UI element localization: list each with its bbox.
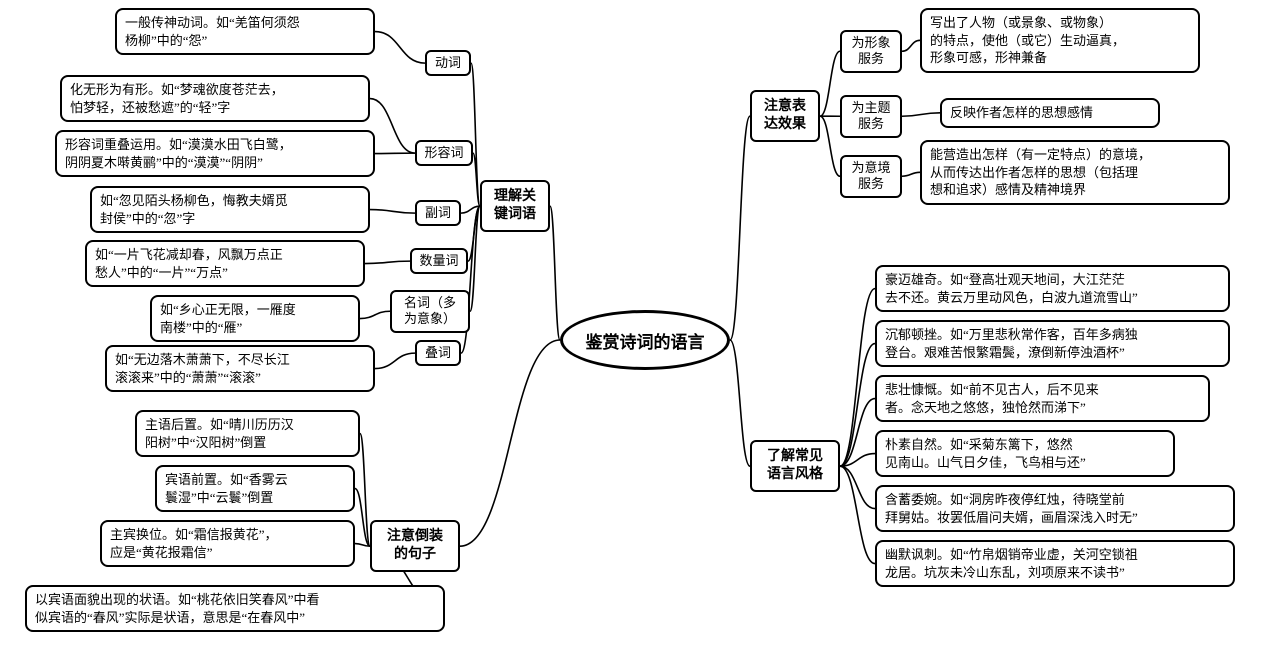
effect-leaf-2: 能营造出怎样（有一定特点）的意境， 从而传达出作者怎样的思想（包括理 想和追求）… [920,140,1230,205]
keywords-mid-verb: 动词 [425,50,471,76]
effect-mid-theme: 为主题 服务 [840,95,902,138]
keywords-leaf-1: 化无形为有形。如“梦魂欲度苍茫去， 怕梦轻，还被愁遮”的“轻”字 [60,75,370,122]
keywords-mid-adv: 副词 [415,200,461,226]
hub-inversion: 注意倒装 的句子 [370,520,460,572]
center-topic: 鉴赏诗词的语言 [560,310,730,370]
inversion-leaf-2: 主宾换位。如“霜信报黄花”， 应是“黄花报霜信” [100,520,355,567]
keywords-leaf-2: 形容词重叠运用。如“漠漠水田飞白鹭， 阴阴夏木啭黄鹂”中的“漠漠”“阴阴” [55,130,375,177]
inversion-leaf-1: 宾语前置。如“香雾云 鬟湿”中“云鬟”倒置 [155,465,355,512]
keywords-mid-adj: 形容词 [415,140,473,166]
hub-style: 了解常见 语言风格 [750,440,840,492]
keywords-mid-redup: 叠词 [415,340,461,366]
effect-leaf-1: 反映作者怎样的思想感情 [940,98,1160,128]
inversion-leaf-3: 以宾语面貌出现的状语。如“桃花依旧笑春风”中看 似宾语的“春风”实际是状语，意思… [25,585,445,632]
keywords-leaf-3: 如“忽见陌头杨柳色，悔教夫婿觅 封侯”中的“忽”字 [90,186,370,233]
style-leaf-1: 沉郁顿挫。如“万里悲秋常作客，百年多病独 登台。艰难苦恨繁霜鬓，潦倒新停浊酒杯” [875,320,1230,367]
style-leaf-2: 悲壮慷慨。如“前不见古人，后不见来 者。念天地之悠悠，独怆然而涕下” [875,375,1210,422]
keywords-leaf-0: 一般传神动词。如“羌笛何须怨 杨柳”中的“怨” [115,8,375,55]
effect-mid-mood: 为意境 服务 [840,155,902,198]
inversion-leaf-0: 主语后置。如“晴川历历汉 阳树”中“汉阳树”倒置 [135,410,360,457]
hub-effect: 注意表 达效果 [750,90,820,142]
style-leaf-0: 豪迈雄奇。如“登高壮观天地间，大江茫茫 去不还。黄云万里动风色，白波九道流雪山” [875,265,1230,312]
hub-keywords: 理解关 键词语 [480,180,550,232]
effect-mid-image: 为形象 服务 [840,30,902,73]
keywords-mid-noun: 名词（多 为意象） [390,290,470,333]
keywords-leaf-4: 如“一片飞花减却春，风飘万点正 愁人”中的“一片”“万点” [85,240,365,287]
keywords-leaf-5: 如“乡心正无限，一雁度 南楼”中的“雁” [150,295,360,342]
effect-leaf-0: 写出了人物（或景象、或物象） 的特点，使他（或它）生动逼真， 形象可感，形神兼备 [920,8,1200,73]
style-leaf-3: 朴素自然。如“采菊东篱下，悠然 见南山。山气日夕佳，飞鸟相与还” [875,430,1175,477]
keywords-mid-num: 数量词 [410,248,468,274]
keywords-leaf-6: 如“无边落木萧萧下，不尽长江 滚滚来”中的“萧萧”“滚滚” [105,345,375,392]
style-leaf-5: 幽默讽刺。如“竹帛烟销帝业虚，关河空锁祖 龙居。坑灰未冷山东乱，刘项原来不读书” [875,540,1235,587]
style-leaf-4: 含蓄委婉。如“洞房昨夜停红烛，待晓堂前 拜舅姑。妆罢低眉问夫婿，画眉深浅入时无” [875,485,1235,532]
